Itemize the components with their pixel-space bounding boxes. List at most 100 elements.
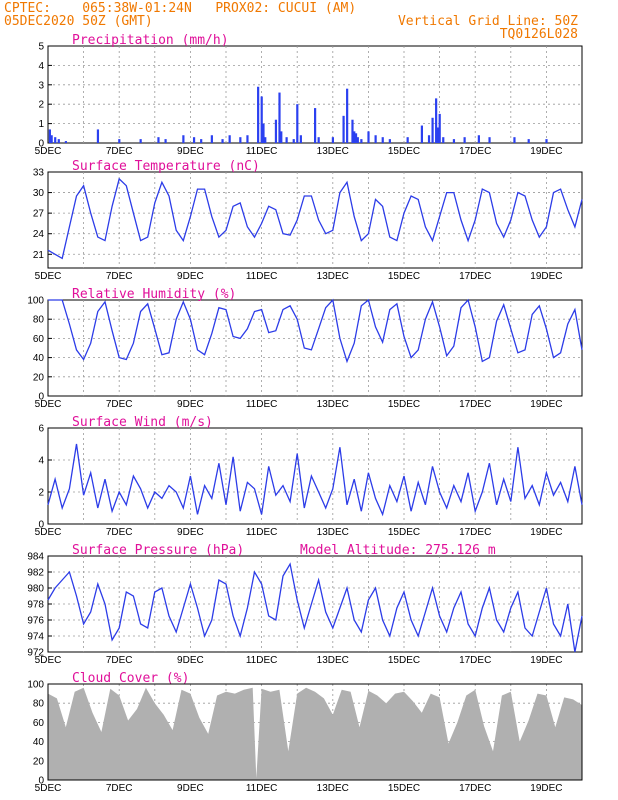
model-altitude: Model Altitude: 275.126 m bbox=[300, 543, 496, 558]
panel-1: 21 24 27 30 33 5DEC 7DEC 9DEC 11DEC 13DEC 15DEC 17D… bbox=[33, 159, 583, 282]
precip-bar bbox=[280, 131, 283, 143]
y-tick-label: 80 bbox=[33, 315, 45, 326]
x-tick-label: 7DEC bbox=[106, 527, 133, 538]
x-tick-label: 9DEC bbox=[177, 655, 204, 666]
x-tick-label: 7DEC bbox=[106, 146, 133, 157]
y-tick-label: 3 bbox=[38, 80, 44, 91]
precip-bar bbox=[57, 139, 60, 143]
x-tick-label: 5DEC bbox=[35, 783, 62, 794]
x-tick-label: 19DEC bbox=[530, 655, 562, 666]
y-tick-label: 40 bbox=[33, 353, 45, 364]
cloud-area bbox=[48, 687, 582, 780]
precip-bar bbox=[285, 137, 288, 143]
panel-4: 972 974 976 978 980 982 984 5DEC 7DEC 9DEC 11DEC 13… bbox=[27, 543, 583, 666]
y-tick-label: 60 bbox=[33, 334, 45, 345]
y-tick-label: 980 bbox=[27, 584, 44, 595]
y-tick-label: 0 bbox=[38, 392, 44, 403]
precip-bar bbox=[50, 135, 53, 143]
series-line bbox=[47, 562, 583, 653]
precip-bar bbox=[48, 129, 51, 143]
precip-bar bbox=[435, 98, 438, 143]
plot-frame bbox=[47, 427, 583, 525]
x-tick-label: 5DEC bbox=[35, 655, 62, 666]
panel-title: Surface Wind (m/s) bbox=[72, 415, 213, 430]
y-tick-label: 80 bbox=[33, 699, 45, 710]
x-tick-label: 15DEC bbox=[388, 399, 420, 410]
precip-bar bbox=[239, 137, 242, 143]
precip-bar bbox=[331, 137, 334, 143]
precip-bar bbox=[527, 139, 530, 143]
x-tick-label: 17DEC bbox=[459, 527, 491, 538]
x-tick-label: 13DEC bbox=[317, 146, 349, 157]
precip-bar bbox=[96, 129, 100, 143]
precip-bar bbox=[431, 117, 434, 143]
precip-bar bbox=[342, 115, 345, 143]
precip-bar bbox=[452, 139, 456, 143]
y-tick-label: 0 bbox=[38, 139, 44, 150]
y-tick-label: 0 bbox=[38, 776, 44, 787]
x-tick-label: 15DEC bbox=[388, 271, 420, 282]
precip-bar bbox=[157, 137, 160, 143]
precip-bar bbox=[278, 92, 281, 143]
y-tick-label: 984 bbox=[27, 552, 44, 563]
panel-title: Surface Pressure (hPa) bbox=[72, 543, 244, 558]
panel-0: 0 1 2 3 4 5 5DEC 7DEC 9DEC 11DEC 13DEC 15DEC 17DEC 19… bbox=[35, 33, 583, 157]
precip-bar bbox=[296, 104, 299, 143]
x-tick-label: 5DEC bbox=[35, 399, 62, 410]
x-tick-label: 7DEC bbox=[106, 655, 133, 666]
x-tick-label: 15DEC bbox=[388, 527, 420, 538]
precip-bar bbox=[118, 139, 121, 143]
precip-bar bbox=[381, 137, 384, 143]
precip-bar bbox=[139, 139, 142, 143]
precip-bar bbox=[317, 137, 320, 143]
x-tick-label: 15DEC bbox=[388, 146, 420, 157]
precip-bar bbox=[353, 131, 356, 143]
y-tick-label: 974 bbox=[27, 632, 44, 643]
precip-bar bbox=[438, 113, 441, 143]
precip-bar bbox=[477, 135, 480, 143]
model-id: TQ0126L028 bbox=[499, 27, 578, 42]
precip-bar bbox=[360, 139, 363, 143]
x-tick-label: 7DEC bbox=[106, 399, 133, 410]
precip-bar bbox=[260, 96, 263, 143]
x-tick-label: 9DEC bbox=[177, 527, 204, 538]
panel-title: Precipitation (mm/h) bbox=[72, 33, 229, 48]
x-tick-label: 9DEC bbox=[177, 271, 204, 282]
y-tick-label: 2 bbox=[38, 488, 44, 499]
x-tick-label: 9DEC bbox=[177, 399, 204, 410]
panel-title: Relative Humidity (%) bbox=[72, 287, 236, 302]
precip-bar bbox=[406, 137, 409, 143]
x-tick-label: 9DEC bbox=[177, 783, 204, 794]
x-tick-label: 7DEC bbox=[106, 271, 133, 282]
x-tick-label: 11DEC bbox=[246, 271, 278, 282]
panel-2: 0 20 40 60 80 100 5DEC 7DEC 9DEC 11DEC 13DEC 15DEC 1… bbox=[27, 287, 583, 410]
x-tick-label: 15DEC bbox=[388, 783, 420, 794]
x-tick-label: 13DEC bbox=[317, 399, 349, 410]
y-tick-label: 976 bbox=[27, 616, 44, 627]
precip-bar bbox=[436, 127, 440, 143]
x-tick-label: 17DEC bbox=[459, 271, 491, 282]
x-tick-label: 19DEC bbox=[530, 399, 562, 410]
precip-bar bbox=[228, 135, 231, 143]
precip-bar bbox=[192, 137, 196, 143]
precip-bar bbox=[164, 139, 167, 143]
x-tick-label: 5DEC bbox=[35, 527, 62, 538]
plot-frame bbox=[47, 299, 583, 397]
y-tick-label: 33 bbox=[33, 168, 45, 179]
precip-bar bbox=[442, 137, 445, 143]
x-tick-label: 17DEC bbox=[459, 783, 491, 794]
y-tick-label: 100 bbox=[27, 296, 44, 307]
x-tick-label: 19DEC bbox=[530, 783, 562, 794]
precip-bar bbox=[388, 139, 391, 143]
y-tick-label: 0 bbox=[38, 520, 44, 531]
precip-bar bbox=[513, 137, 516, 143]
y-tick-label: 4 bbox=[38, 61, 44, 72]
series-line bbox=[47, 443, 583, 517]
precip-bar bbox=[210, 135, 213, 143]
precip-bar bbox=[54, 137, 57, 143]
x-tick-label: 15DEC bbox=[388, 655, 420, 666]
y-tick-label: 100 bbox=[27, 680, 44, 691]
y-tick-label: 1 bbox=[38, 119, 44, 130]
precip-bar bbox=[356, 137, 359, 143]
y-tick-label: 20 bbox=[33, 372, 45, 383]
